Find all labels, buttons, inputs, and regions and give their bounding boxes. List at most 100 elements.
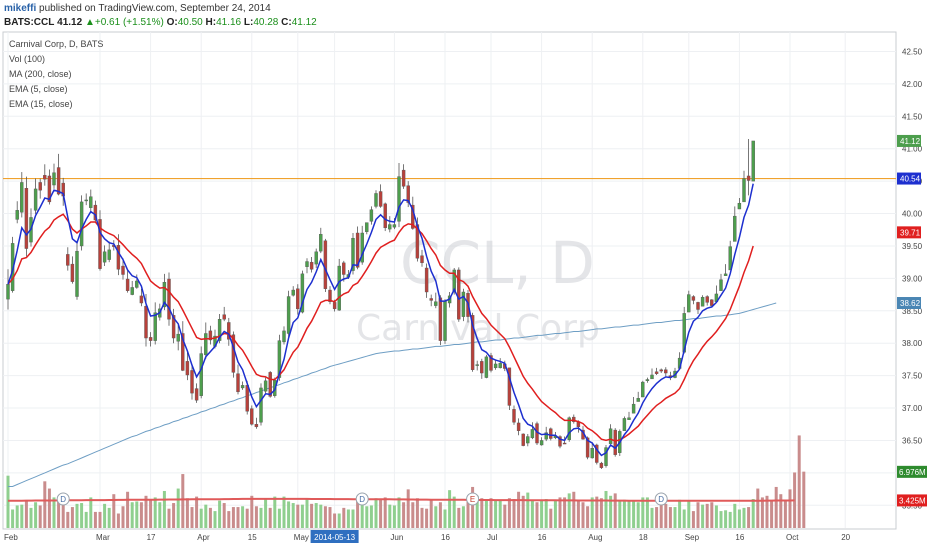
time-tick-2: 17 xyxy=(147,533,156,542)
volume-bar xyxy=(590,497,594,528)
volume-bar xyxy=(296,504,300,528)
volume-bar xyxy=(392,505,396,528)
candle-body xyxy=(438,297,443,341)
time-tick-16: 20 xyxy=(841,533,850,542)
candle-body xyxy=(171,315,176,339)
volume-bar xyxy=(397,497,401,528)
candle-body xyxy=(254,424,259,428)
price-axis[interactable]: 42.5042.0041.5041.0040.5040.0039.5039.00… xyxy=(902,47,923,510)
volume-bar xyxy=(383,497,387,528)
published-text: published on TradingView.com, September … xyxy=(39,3,271,14)
volume-bar xyxy=(319,504,323,528)
volume-bar xyxy=(116,513,120,528)
volume-bar xyxy=(484,499,488,528)
volume-bar xyxy=(305,499,309,528)
candle-body xyxy=(153,312,157,341)
candle-body xyxy=(194,388,199,401)
candle-body xyxy=(507,367,512,406)
candle-body xyxy=(245,385,249,412)
volume-bar xyxy=(678,499,682,528)
price-tag-box-3 xyxy=(897,297,921,310)
volume-bar xyxy=(415,498,419,528)
volume-bar xyxy=(300,504,304,528)
volume-bar xyxy=(11,509,15,528)
candle-body xyxy=(319,234,323,252)
volume-bar xyxy=(622,499,626,528)
volume-bar xyxy=(714,505,718,528)
volume-bar xyxy=(489,498,493,528)
volume-ma-line xyxy=(8,497,795,502)
volume-bar xyxy=(402,502,406,528)
volume-bar xyxy=(369,505,373,528)
legend-vol[interactable]: Vol (100) xyxy=(9,54,45,64)
high-value: 41.16 xyxy=(216,17,242,28)
volume-bar xyxy=(195,496,199,528)
open-value: 40.50 xyxy=(177,17,203,28)
volume-bar xyxy=(245,508,249,528)
volume-bar xyxy=(733,503,737,528)
candle-body xyxy=(516,422,521,431)
candle-body xyxy=(645,379,650,382)
volume-bar xyxy=(563,497,567,528)
candle-body xyxy=(277,340,282,378)
volume-bar xyxy=(705,503,709,528)
volume-bar xyxy=(710,502,714,528)
volume-bar xyxy=(222,503,226,528)
event-label-0: D xyxy=(60,495,66,504)
volume-bar xyxy=(567,493,571,528)
volume-bar xyxy=(618,501,622,528)
candle-body xyxy=(728,246,732,271)
volume-bar xyxy=(599,498,603,528)
volume-bar xyxy=(121,506,125,528)
time-axis[interactable]: Feb Mar 17 Apr 15 May 2014-05-13 Jun 16 Jul 16 Aug 1… xyxy=(4,530,851,543)
volume-bar xyxy=(544,499,548,528)
volume-bar xyxy=(655,507,659,528)
candle-body xyxy=(742,178,746,203)
candle-body xyxy=(259,387,263,423)
volume-bar xyxy=(144,495,148,528)
volume-bar xyxy=(61,494,65,528)
volume-bar xyxy=(530,499,534,528)
candle-body xyxy=(93,204,98,221)
candle-body xyxy=(185,361,190,376)
volume-bar xyxy=(659,504,663,528)
volume-bar xyxy=(314,503,318,528)
close-value: 41.12 xyxy=(291,17,317,28)
author-link[interactable]: mikeffi xyxy=(4,3,37,14)
legend-ema15[interactable]: EMA (15, close) xyxy=(9,99,73,109)
candle-body xyxy=(397,176,401,222)
candle-body xyxy=(636,398,640,402)
legend-ma200[interactable]: MA (200, close) xyxy=(9,69,72,79)
volume-bar xyxy=(84,511,88,528)
candle-body xyxy=(286,296,291,334)
legend-title[interactable]: Carnival Corp, D, BATS xyxy=(9,39,103,49)
candle-body xyxy=(190,370,194,394)
candle-body xyxy=(526,436,530,444)
volume-bar xyxy=(641,497,645,528)
candle-body xyxy=(291,289,295,296)
candle-body xyxy=(144,306,148,339)
volume-bar xyxy=(43,481,47,528)
candle-body xyxy=(664,369,668,374)
time-tick-12: 18 xyxy=(639,533,648,542)
plot-frame xyxy=(2,31,897,530)
candle-body xyxy=(650,374,654,380)
candle-body xyxy=(567,417,571,440)
candle-body xyxy=(167,278,171,320)
volume-bar xyxy=(664,503,668,528)
price-tick-7: 39.00 xyxy=(902,274,923,283)
volume-bar xyxy=(770,500,774,528)
candle-body xyxy=(687,294,691,313)
volume-bar xyxy=(420,507,424,528)
candle-body xyxy=(250,408,254,425)
volume-bar xyxy=(158,502,162,528)
candle-body xyxy=(512,409,516,423)
volume-bar xyxy=(337,513,341,528)
candle-body xyxy=(176,333,180,342)
volume-bar xyxy=(273,496,277,528)
price-tick-0: 42.50 xyxy=(902,47,923,56)
legend-ema5[interactable]: EMA (5, close) xyxy=(9,84,68,94)
candle-body xyxy=(323,240,328,289)
